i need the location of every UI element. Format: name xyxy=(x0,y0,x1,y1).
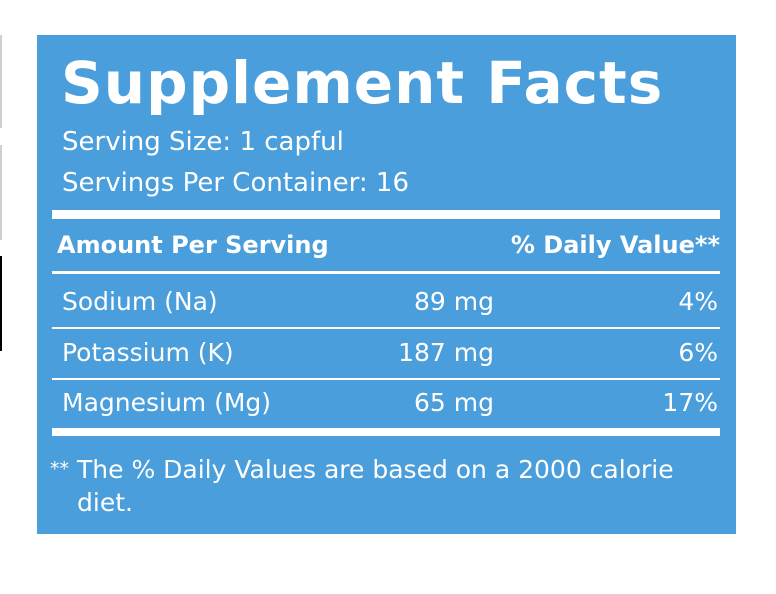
footnote-text: The % Daily Values are based on a 2000 c… xyxy=(77,455,674,517)
supplement-facts-panel: Supplement Facts Serving Size: 1 capful … xyxy=(37,35,736,534)
header-daily-value: % Daily Value** xyxy=(510,231,720,259)
thin-rule xyxy=(52,327,720,329)
nutrient-daily-value: 4% xyxy=(678,287,718,316)
edge-line xyxy=(0,35,2,128)
header-amount: Amount Per Serving xyxy=(57,231,329,259)
footnote: ** The % Daily Values are based on a 200… xyxy=(50,453,720,519)
thin-rule xyxy=(52,377,720,380)
nutrient-amount: 89 mg xyxy=(414,287,494,316)
servings-per-container: Servings Per Container: 16 xyxy=(62,168,410,198)
nutrient-amount: 65 mg xyxy=(414,388,494,417)
edge-line xyxy=(0,145,2,240)
nutrient-daily-value: 17% xyxy=(662,388,718,417)
thick-rule xyxy=(52,428,720,436)
thick-rule xyxy=(52,210,720,219)
nutrient-name: Potassium (K) xyxy=(62,337,234,367)
nutrient-name: Magnesium (Mg) xyxy=(62,388,272,417)
nutrient-amount: 187 mg xyxy=(398,337,494,367)
nutrient-name: Sodium (Na) xyxy=(62,287,218,316)
thin-rule xyxy=(52,271,720,274)
edge-line xyxy=(0,256,2,351)
footnote-marker: ** xyxy=(50,458,69,480)
serving-size: Serving Size: 1 capful xyxy=(62,127,344,157)
title: Supplement Facts xyxy=(61,49,664,117)
nutrient-daily-value: 6% xyxy=(678,337,718,367)
